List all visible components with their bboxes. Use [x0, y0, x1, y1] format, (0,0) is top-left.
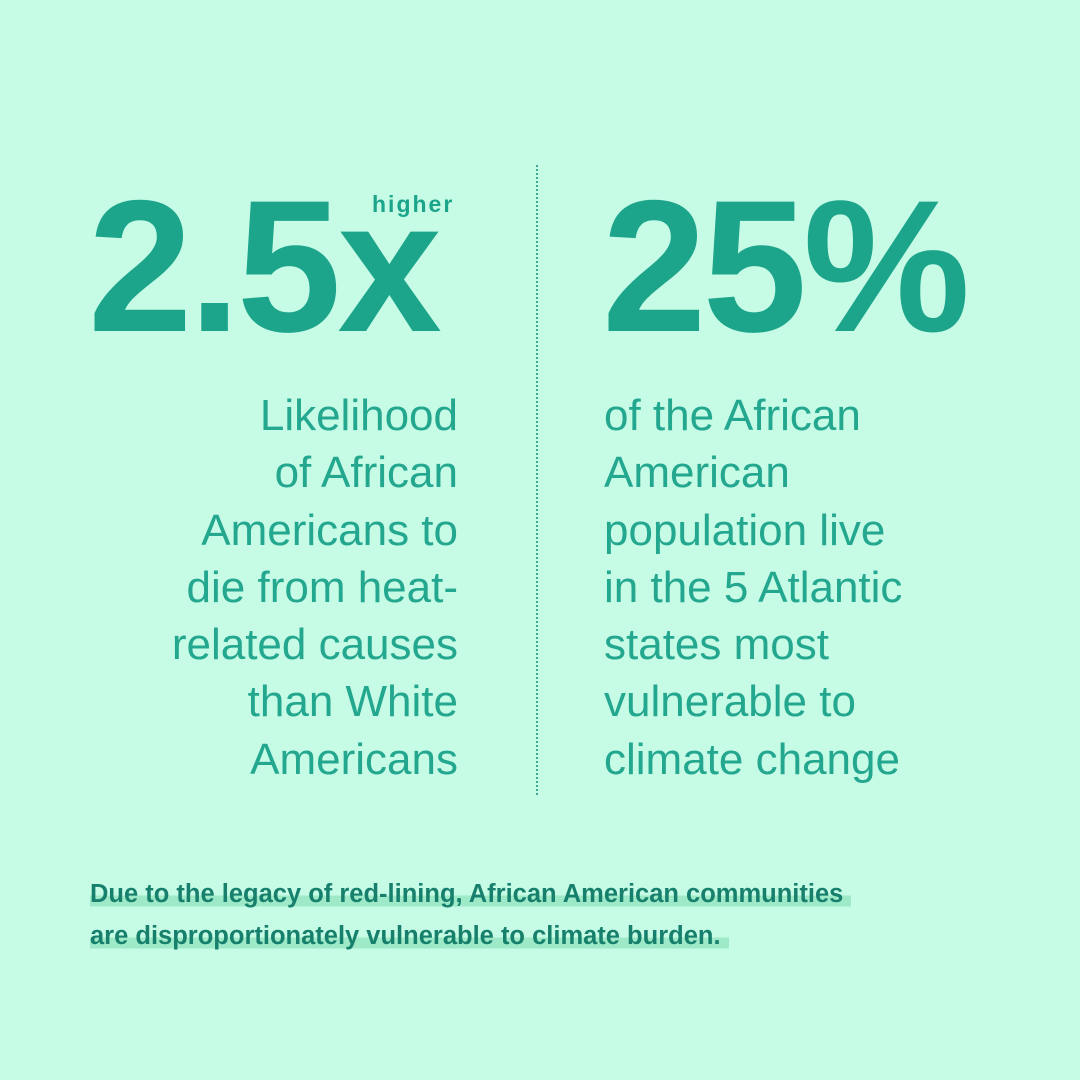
- footnote-text: are disproportionately vulnerable to cli…: [90, 922, 729, 950]
- description-line: in the 5 Atlantic: [604, 562, 903, 612]
- stat-qualifier: higher: [372, 191, 455, 217]
- description-line: states most: [604, 620, 829, 670]
- description-line: Americans: [250, 734, 458, 784]
- description-line: die from heat-: [186, 562, 458, 612]
- stat-description: of the African American population live in …: [604, 387, 902, 788]
- description-line: of the African: [604, 391, 861, 440]
- footnote-line: Due to the legacy of red-lining, African…: [90, 880, 852, 909]
- stat-description: Likelihood of African Americans to die from…: [172, 387, 458, 788]
- footnote-text: Due to the legacy of red-lining, African…: [90, 880, 852, 908]
- description-line: population live: [604, 505, 886, 555]
- divider: [536, 165, 538, 795]
- description-line: climate change: [604, 734, 900, 784]
- description-line: Likelihood: [259, 391, 458, 440]
- footnote-line: are disproportionately vulnerable to cli…: [90, 922, 729, 951]
- description-line: than White: [247, 677, 458, 727]
- description-line: Americans to: [201, 505, 458, 555]
- stat-value: 2.5x: [88, 161, 442, 371]
- description-line: vulnerable to: [604, 677, 856, 727]
- stat-value: 25%: [602, 161, 970, 371]
- description-line: of African: [274, 448, 458, 498]
- description-line: related causes: [171, 620, 458, 670]
- description-line: American: [604, 448, 790, 498]
